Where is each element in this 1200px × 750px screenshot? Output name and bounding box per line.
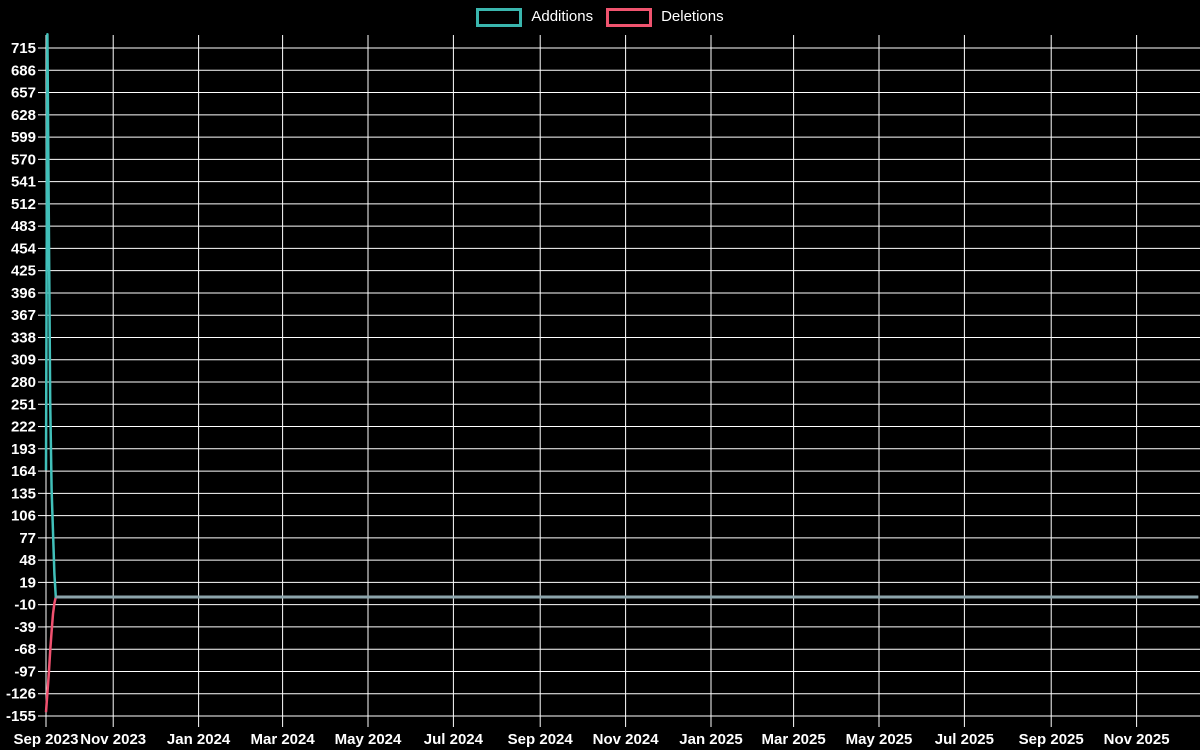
legend-item-additions[interactable]: Additions — [476, 7, 593, 27]
y-tick-label: 367 — [11, 307, 36, 324]
legend-label-deletions: Deletions — [661, 8, 724, 25]
y-tick-label: 570 — [11, 151, 36, 168]
y-tick-label: 396 — [11, 285, 36, 302]
y-tick-label: 280 — [11, 374, 36, 391]
legend-item-deletions[interactable]: Deletions — [606, 7, 724, 27]
y-tick-label: 454 — [11, 240, 37, 257]
y-tick-label: 338 — [11, 329, 36, 346]
y-tick-label: 164 — [11, 463, 37, 480]
x-tick-label: Nov 2023 — [80, 731, 146, 748]
y-tick-label: -39 — [14, 619, 36, 636]
x-tick-label: Nov 2025 — [1104, 731, 1170, 748]
legend-label-additions: Additions — [531, 8, 594, 25]
deletions-line[interactable] — [44, 595, 1199, 713]
y-tick-label: -10 — [14, 597, 36, 614]
x-tick-label: Jul 2024 — [424, 731, 484, 748]
y-tick-label: 106 — [11, 508, 36, 525]
y-tick-label: -155 — [6, 708, 36, 725]
additions-swatch-icon — [476, 7, 523, 27]
y-tick-label: 599 — [11, 129, 36, 146]
y-tick-label: 309 — [11, 352, 36, 369]
x-tick-label: Sep 2023 — [13, 731, 78, 748]
x-tick-label: Mar 2025 — [761, 731, 825, 748]
y-tick-label: -97 — [14, 663, 36, 680]
y-tick-label: 686 — [11, 62, 36, 79]
x-tick-label: Jul 2025 — [935, 731, 994, 748]
deletions-swatch-icon — [606, 7, 653, 27]
y-tick-label: 425 — [11, 263, 36, 280]
y-tick-label: 135 — [11, 485, 36, 502]
y-tick-label: 48 — [19, 552, 36, 569]
x-tick-label: Sep 2024 — [508, 731, 574, 748]
y-tick-label: -126 — [6, 686, 36, 703]
x-tick-label: Sep 2025 — [1019, 731, 1084, 748]
y-tick-label: 193 — [11, 441, 36, 458]
x-tick-label: May 2025 — [846, 731, 913, 748]
x-tick-label: Mar 2024 — [250, 731, 315, 748]
x-tick-label: Jan 2024 — [167, 731, 231, 748]
chart-legend: Additions Deletions — [0, 7, 1200, 27]
y-tick-label: 251 — [11, 396, 36, 413]
y-tick-label: 77 — [19, 530, 36, 547]
y-tick-label: 715 — [11, 40, 36, 57]
x-tick-label: Jan 2025 — [679, 731, 742, 748]
y-tick-label: 541 — [11, 174, 36, 191]
y-tick-label: 19 — [19, 574, 36, 591]
y-tick-label: 483 — [11, 218, 36, 235]
y-tick-label: -68 — [14, 641, 36, 658]
x-tick-label: Nov 2024 — [593, 731, 660, 748]
y-tick-label: 657 — [11, 85, 36, 102]
x-tick-label: May 2024 — [335, 731, 402, 748]
y-tick-label: 628 — [11, 107, 36, 124]
y-tick-label: 512 — [11, 196, 36, 213]
y-tick-label: 222 — [11, 419, 36, 436]
